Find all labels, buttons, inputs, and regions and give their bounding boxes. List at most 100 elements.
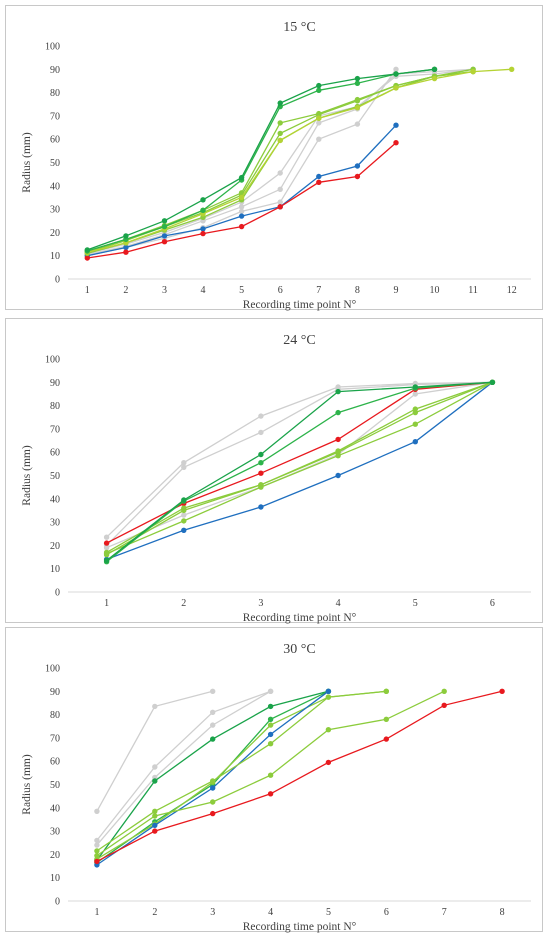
chart-panel-15c: 15 °C 0 10 20 30 40 50 60 70 80 90 100 1 2 3 4 5 6 7 8 9 10 11… [5,5,543,311]
x-tick-label: 5 [413,598,418,609]
data-point [210,722,216,728]
x-tick-label: 7 [316,285,321,296]
data-point [152,828,158,834]
series-7 [84,68,476,255]
x-tick-label: 3 [162,285,167,296]
data-point [354,80,361,87]
chart-title: 24 °C [283,333,315,348]
series-line [87,68,512,253]
y-tick-label: 100 [45,42,60,53]
data-point [316,120,322,126]
series-line [96,690,387,852]
y-tick-label: 30 [50,205,60,216]
x-tick-label: 4 [268,907,273,918]
data-point [258,413,264,419]
x-tick-label: 7 [442,907,447,918]
data-point [200,226,206,232]
x-tick-label: 5 [326,907,331,918]
data-point [210,736,216,742]
data-point [210,778,216,784]
data-point [258,482,264,488]
data-point [277,137,283,144]
data-point [335,436,341,443]
data-point [316,173,322,180]
data-point [238,213,245,219]
data-point [94,837,100,844]
x-tick-label: 2 [123,285,128,296]
x-tick-label: 9 [393,285,398,296]
data-point [152,822,158,828]
data-point [489,379,496,385]
data-point [258,451,264,458]
series-line [87,70,474,253]
series-line [106,381,493,546]
data-point [238,208,245,215]
series-line [106,381,493,562]
data-point [277,120,283,126]
series-8 [84,68,476,254]
data-point [258,429,264,436]
x-tick-label: 1 [104,598,109,609]
y-tick-label: 30 [50,518,60,529]
series-1 [94,688,216,814]
data-point [316,87,322,94]
x-tick-label: 2 [181,598,186,609]
data-point [431,75,438,82]
data-point [200,230,206,237]
series-3 [84,66,476,257]
data-point [161,239,168,245]
data-point [354,96,361,103]
data-point [441,702,447,708]
y-tick-label: 50 [50,158,60,169]
y-tick-label: 80 [50,710,60,721]
series-line [87,68,435,252]
chart-title: 15 °C [283,20,315,35]
data-point [181,518,187,524]
data-point [84,247,91,253]
y-tick-label: 0 [55,275,60,286]
data-point [94,808,100,814]
data-point [181,460,187,466]
data-point [94,852,100,859]
data-point [412,391,418,397]
y-tick-label: 80 [50,401,60,412]
data-point [94,842,100,848]
data-point [123,244,129,251]
y-tick-label: 20 [50,850,60,861]
data-point [103,540,110,546]
y-tick-label: 10 [50,873,60,884]
data-point [210,688,216,694]
series-line [87,70,474,252]
chart-24c: 24 °C 0 10 20 30 40 50 60 70 80 90 100 1 2 3 4 5 6 Recordi… [21,333,531,624]
y-tick-label: 70 [50,111,60,122]
data-point [316,179,322,185]
y-tick-label: 60 [50,135,60,146]
y-axis-label: Radius (mm) [21,754,33,815]
y-tick-label: 0 [55,588,60,599]
y-tick-label: 80 [50,88,60,99]
data-point [499,688,505,694]
data-point [393,66,399,72]
data-point [152,813,158,819]
series-2 [94,688,274,844]
data-point [267,703,274,710]
chart-30c: 30 °C 0 10 20 30 40 50 60 70 80 90 100 1 2 3 4 5 6 7 8 Recor… [21,642,531,933]
data-point [152,808,158,814]
x-axis-label: Recording time point N° [243,921,357,933]
data-point [258,470,264,476]
data-point [267,716,274,722]
data-point [210,799,216,805]
data-point [161,223,168,230]
data-point [258,504,264,510]
y-tick-label: 50 [50,471,60,482]
series-7 [94,688,332,868]
chart-panel-30c: 30 °C 0 10 20 30 40 50 60 70 80 90 100 1 2 3 4 5 6 7 8 Recor… [5,627,543,933]
series-11 [84,66,438,253]
series-line [96,690,387,860]
data-point [354,121,361,127]
y-tick-label: 90 [50,65,60,76]
data-point [238,223,245,230]
data-point [509,66,515,72]
y-tick-label: 30 [50,827,60,838]
